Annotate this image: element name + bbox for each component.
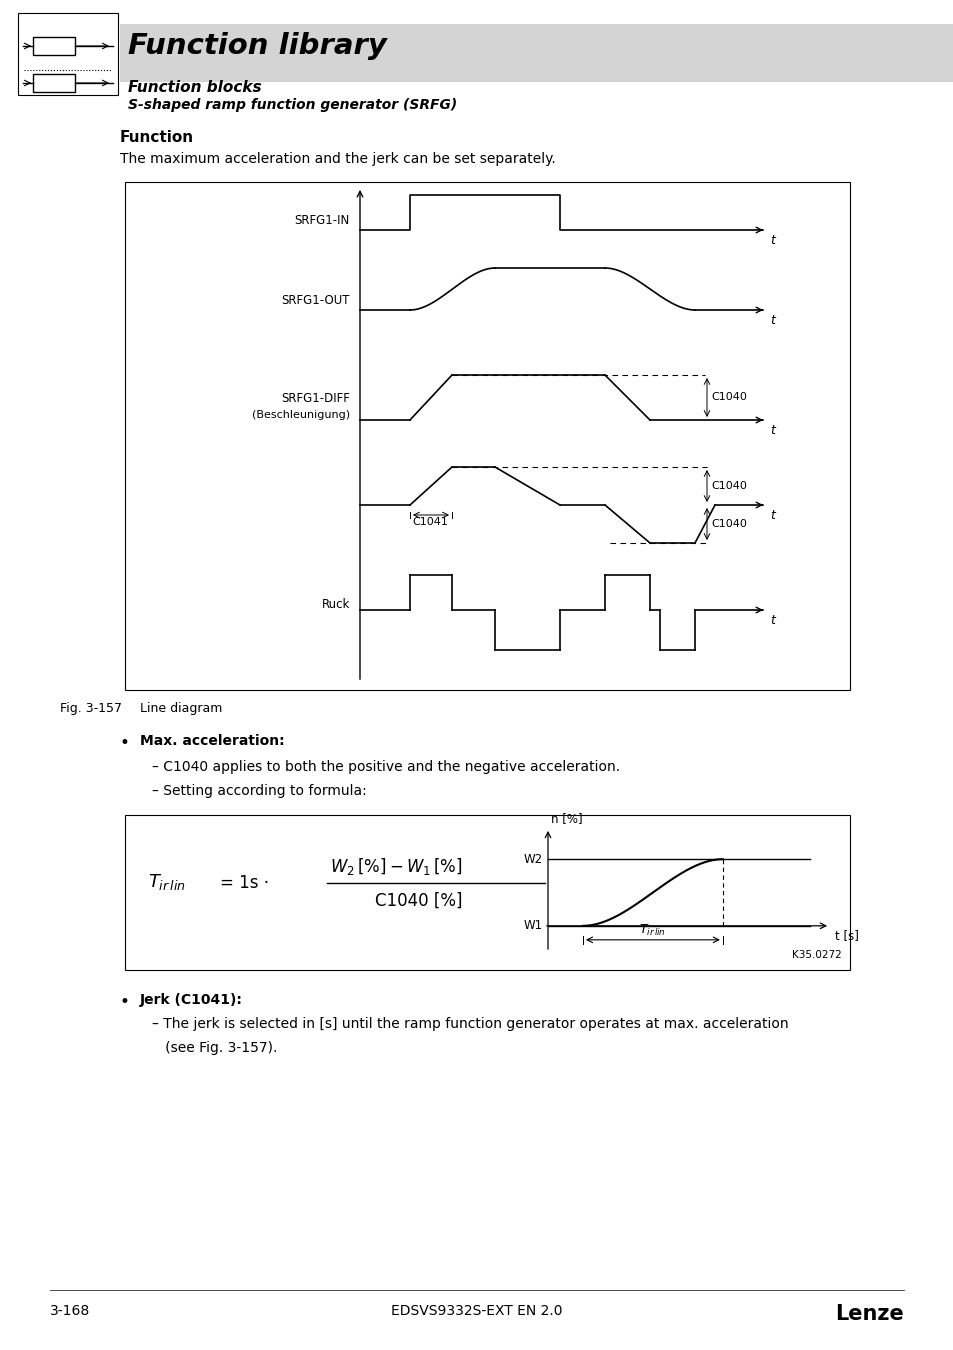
Text: Line diagram: Line diagram: [140, 702, 222, 716]
Text: $W_2\,[\%] - W_1\,[\%]$: $W_2\,[\%] - W_1\,[\%]$: [330, 856, 462, 878]
Text: SRFG1-IN: SRFG1-IN: [294, 213, 350, 227]
Text: (Beschleunigung): (Beschleunigung): [252, 410, 350, 420]
Bar: [33, 36, 75, 55]
Text: t: t: [769, 234, 774, 247]
Text: t [s]: t [s]: [834, 929, 858, 942]
Bar: [125, 815, 849, 971]
Text: t: t: [769, 614, 774, 626]
Text: S-shaped ramp function generator (SRFG): S-shaped ramp function generator (SRFG): [128, 99, 456, 112]
Text: Function library: Function library: [128, 32, 387, 59]
Bar: [18, 14, 118, 94]
Text: W1: W1: [523, 919, 542, 933]
Text: •: •: [120, 734, 130, 752]
Bar: [33, 74, 75, 92]
Text: $T_{ir\,lin}$: $T_{ir\,lin}$: [148, 872, 186, 892]
Text: K35.0272: K35.0272: [791, 950, 841, 960]
Text: $T_{ir\,lin}$: $T_{ir\,lin}$: [639, 922, 666, 938]
Text: – C1040 applies to both the positive and the negative acceleration.: – C1040 applies to both the positive and…: [152, 760, 619, 774]
Text: = 1s ·: = 1s ·: [220, 873, 269, 891]
Text: Function blocks: Function blocks: [128, 80, 261, 94]
Text: – The jerk is selected in [s] until the ramp function generator operates at max.: – The jerk is selected in [s] until the …: [152, 1017, 788, 1031]
Text: EDSVS9332S-EXT EN 2.0: EDSVS9332S-EXT EN 2.0: [391, 1304, 562, 1318]
Text: The maximum acceleration and the jerk can be set separately.: The maximum acceleration and the jerk ca…: [120, 153, 556, 166]
Text: t: t: [769, 315, 774, 327]
Text: SRFG1-DIFF: SRFG1-DIFF: [281, 392, 350, 405]
Text: t: t: [769, 509, 774, 522]
Bar: [125, 182, 849, 690]
Text: Max. acceleration:: Max. acceleration:: [140, 734, 284, 748]
Text: Fig. 3-157: Fig. 3-157: [60, 702, 122, 716]
Text: Jerk (C1041):: Jerk (C1041):: [140, 994, 243, 1007]
Text: C1041: C1041: [412, 517, 447, 526]
Text: C1040 [%]: C1040 [%]: [375, 891, 462, 910]
Text: t: t: [769, 424, 774, 437]
Text: (see Fig. 3-157).: (see Fig. 3-157).: [152, 1041, 277, 1054]
Text: Function: Function: [120, 130, 193, 144]
Text: C1040: C1040: [710, 481, 746, 491]
Text: – Setting according to formula:: – Setting according to formula:: [152, 784, 366, 798]
Bar: [120, 24, 953, 82]
Text: •: •: [120, 994, 130, 1011]
Text: W2: W2: [523, 853, 542, 865]
Text: C1040: C1040: [710, 393, 746, 402]
Text: n [%]: n [%]: [551, 811, 582, 825]
Text: Lenze: Lenze: [835, 1304, 903, 1324]
Text: Ruck: Ruck: [321, 598, 350, 612]
Text: C1040: C1040: [710, 518, 746, 529]
Text: 3-168: 3-168: [50, 1304, 91, 1318]
Text: SRFG1-OUT: SRFG1-OUT: [281, 293, 350, 306]
